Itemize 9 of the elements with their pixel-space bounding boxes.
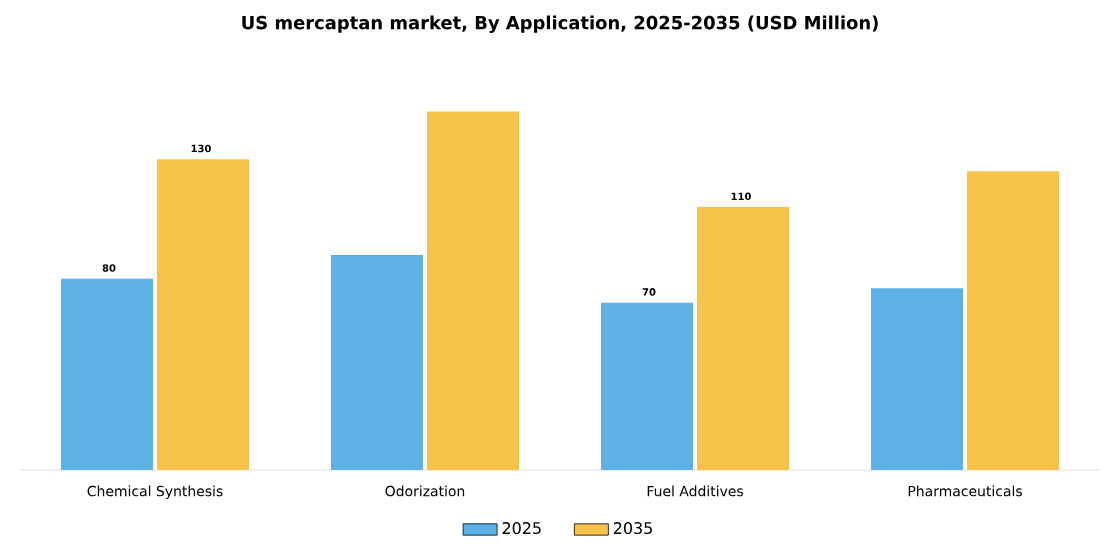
chart-title: US mercaptan market, By Application, 2025-2035 (USD Million) [242, 15, 878, 33]
bar [331, 254, 424, 470]
bar [601, 302, 694, 470]
bar [967, 171, 1059, 470]
bar [871, 288, 964, 470]
bar [697, 207, 789, 470]
bar [61, 278, 154, 470]
bar [156, 159, 249, 470]
bar [426, 111, 519, 470]
